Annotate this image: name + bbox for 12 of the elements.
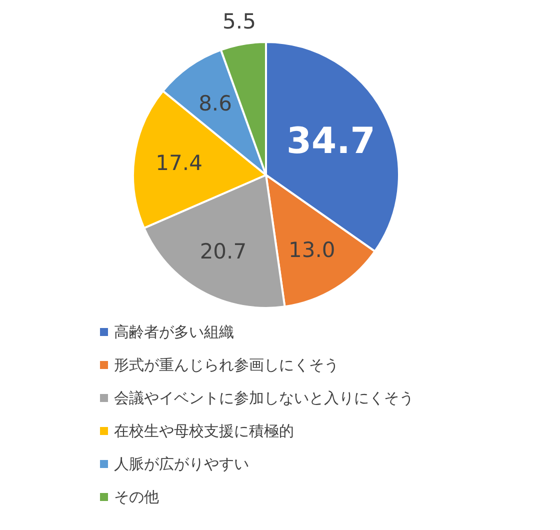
legend-label: 在校生や母校支援に積極的 (114, 422, 294, 440)
legend-label: 会議やイベントに参加しないと入りにくそう (114, 389, 414, 407)
data-label: 8.6 (198, 91, 232, 116)
legend-label: 形式が重んじられ参画しにくそう (114, 356, 339, 374)
data-label: 5.5 (222, 10, 256, 34)
legend-label: その他 (114, 488, 159, 506)
data-label: 20.7 (200, 240, 247, 264)
legend-label: 高齢者が多い組織 (114, 323, 234, 341)
data-label: 17.4 (156, 151, 202, 176)
data-label: 34.7 (286, 120, 376, 162)
data-label: 13.0 (288, 238, 336, 262)
legend-label: 人脈が広がりやすい (114, 455, 249, 473)
